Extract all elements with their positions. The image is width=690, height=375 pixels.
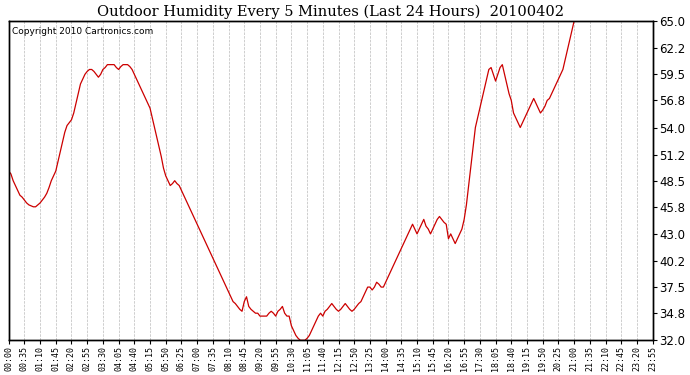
Text: Copyright 2010 Cartronics.com: Copyright 2010 Cartronics.com bbox=[12, 27, 153, 36]
Title: Outdoor Humidity Every 5 Minutes (Last 24 Hours)  20100402: Outdoor Humidity Every 5 Minutes (Last 2… bbox=[97, 4, 564, 18]
